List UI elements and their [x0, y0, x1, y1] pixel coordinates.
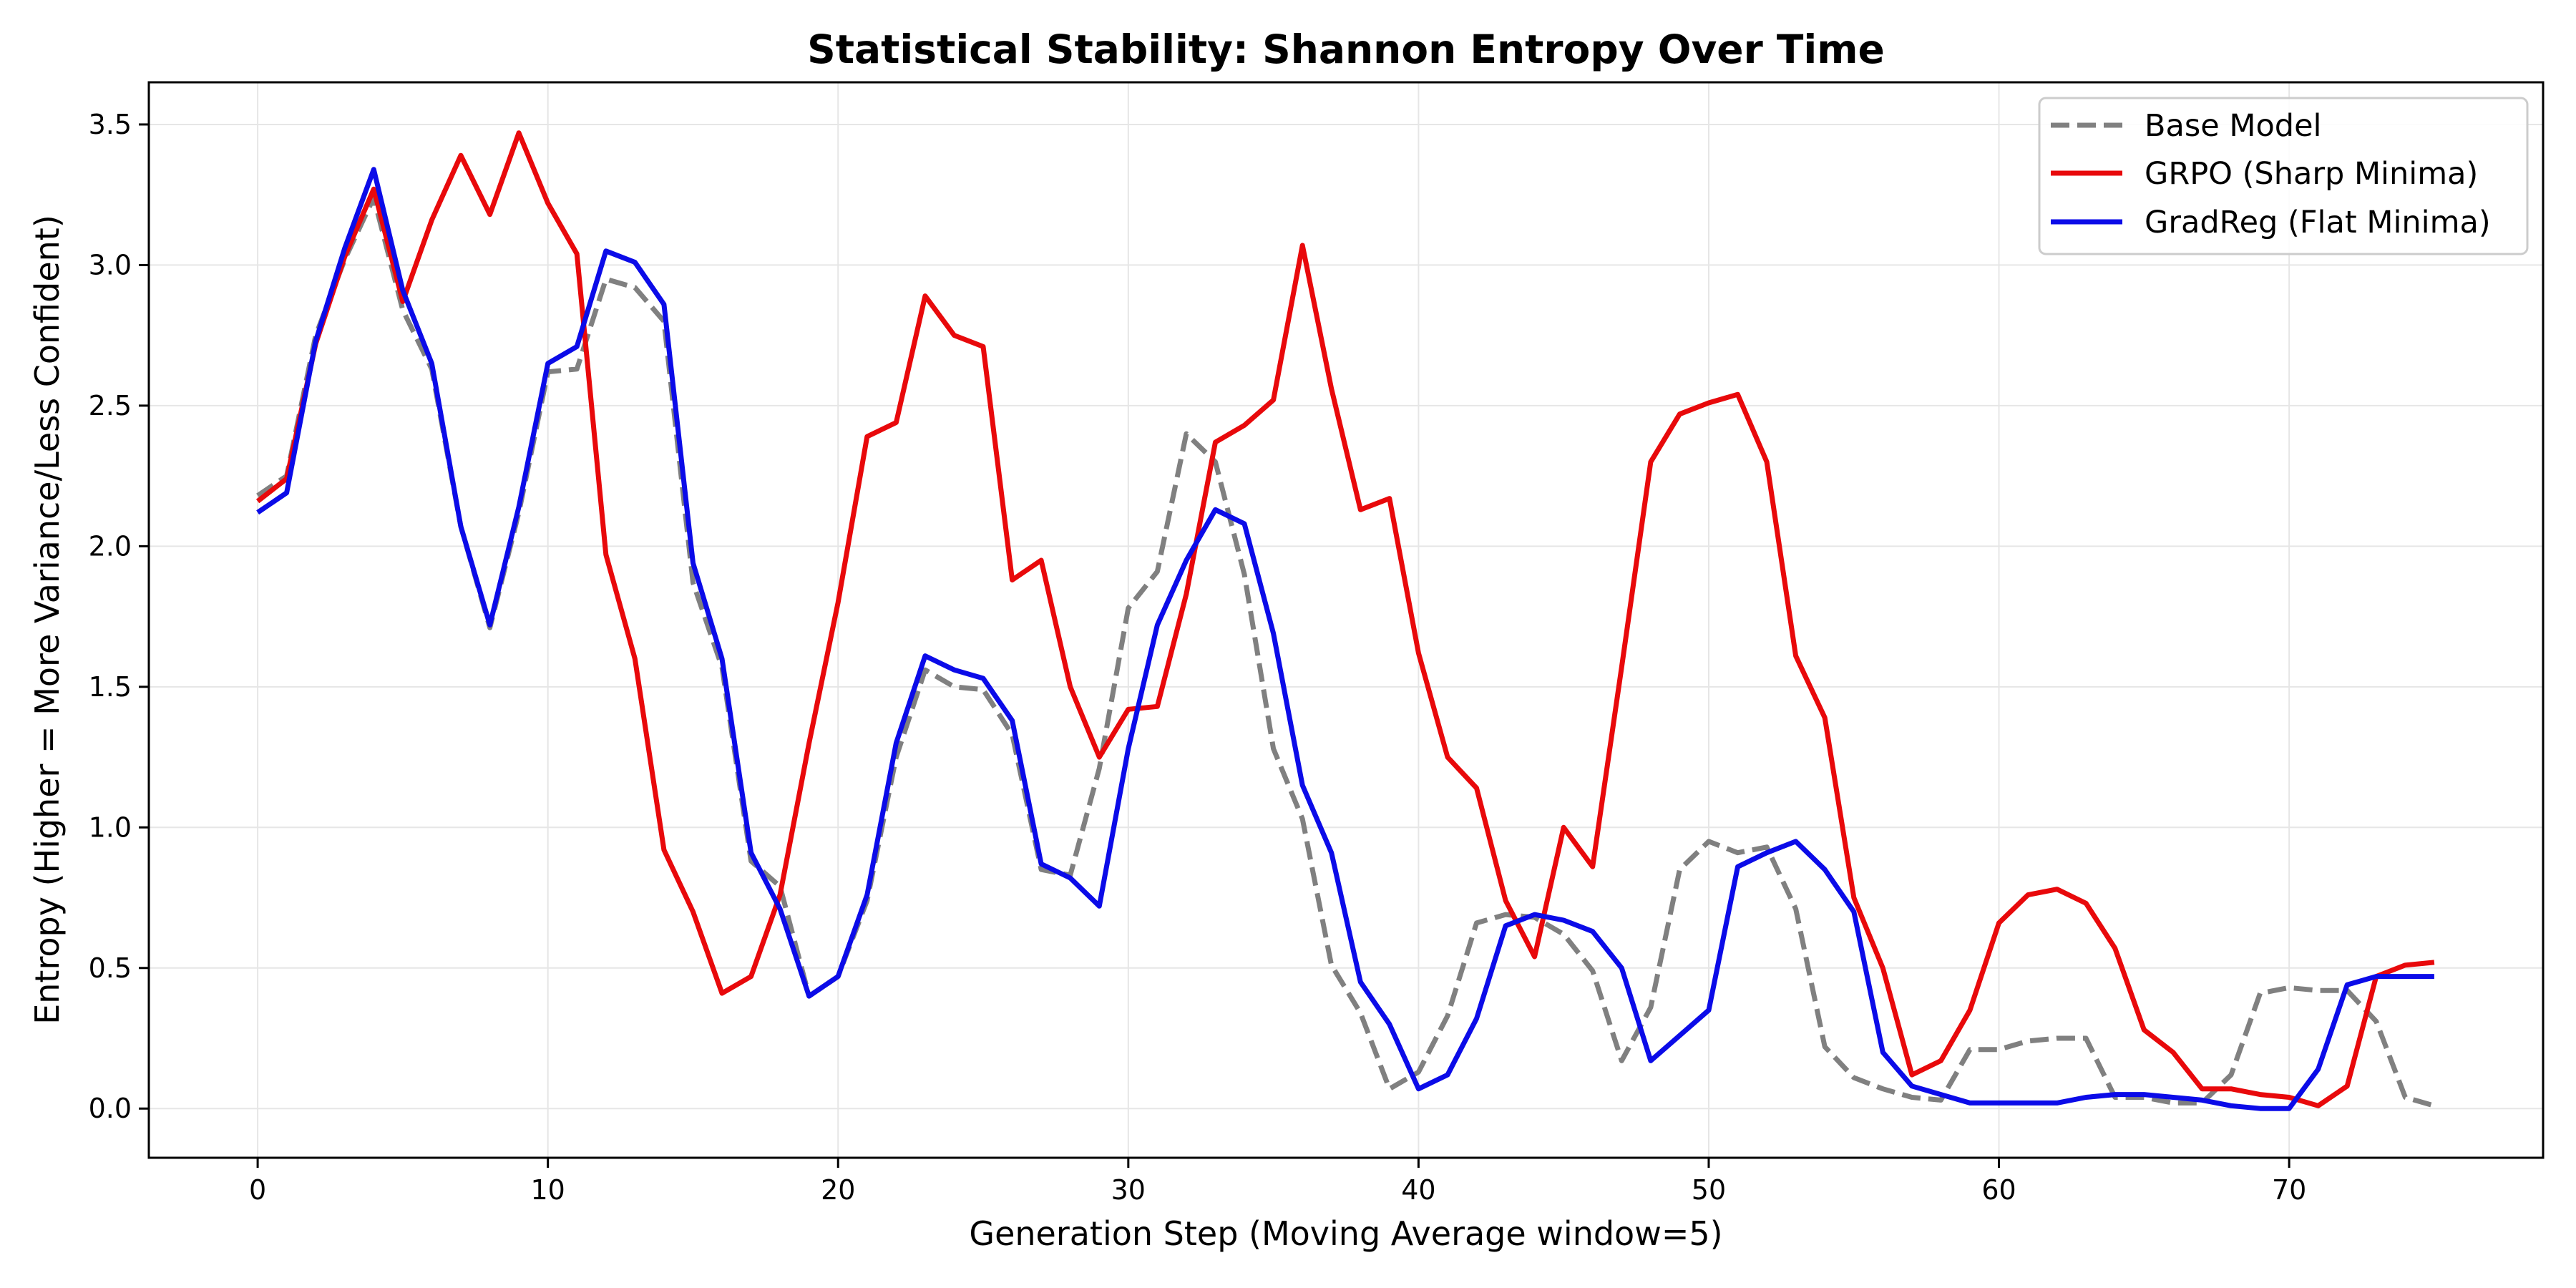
series-lines [255, 130, 2435, 1111]
plot-frame [147, 81, 2545, 1159]
y-tick-label: 1.5 [89, 671, 132, 703]
y-axis-label: Entropy (Higher = More Variance/Less Con… [28, 215, 67, 1025]
x-tick-label: 20 [821, 1174, 855, 1206]
y-tick-label: 0.0 [89, 1093, 132, 1124]
x-tick-label: 0 [249, 1174, 266, 1206]
y-tick-label: 2.5 [89, 390, 132, 421]
x-tick-label: 50 [1692, 1174, 1726, 1206]
x-tick-label: 40 [1401, 1174, 1435, 1206]
x-tick-label: 60 [1981, 1174, 2016, 1206]
x-tick-label: 70 [2272, 1174, 2306, 1206]
series-line-base-model [256, 195, 2435, 1108]
legend: Base Model GRPO (Sharp Minima) GradReg (… [2038, 97, 2529, 255]
x-tick-label: 30 [1111, 1174, 1146, 1206]
legend-label-gradreg: GradReg (Flat Minima) [2145, 205, 2491, 240]
x-tick-label: 10 [530, 1174, 565, 1206]
series-line-gradreg [256, 167, 2434, 1111]
series-line-grpo [255, 130, 2435, 1108]
y-tick-label: 3.0 [89, 249, 132, 280]
legend-box [2038, 97, 2529, 255]
grid [149, 82, 2543, 1158]
axis-ticks: 0 10 20 30 40 50 60 70 0.0 0.5 1.0 1.5 2.0 2.5 3.0 3.5 [89, 109, 2307, 1206]
legend-label-grpo: GRPO (Sharp Minima) [2145, 156, 2478, 192]
legend-label-base-model: Base Model [2145, 108, 2321, 144]
y-tick-label: 0.5 [89, 952, 132, 984]
x-axis-label: Generation Step (Moving Average window=5… [969, 1214, 1722, 1253]
chart-title: Statistical Stability: Shannon Entropy O… [807, 26, 1885, 72]
y-tick-label: 3.5 [89, 109, 132, 140]
y-tick-label: 2.0 [89, 530, 132, 562]
y-tick-label: 1.0 [89, 811, 132, 843]
